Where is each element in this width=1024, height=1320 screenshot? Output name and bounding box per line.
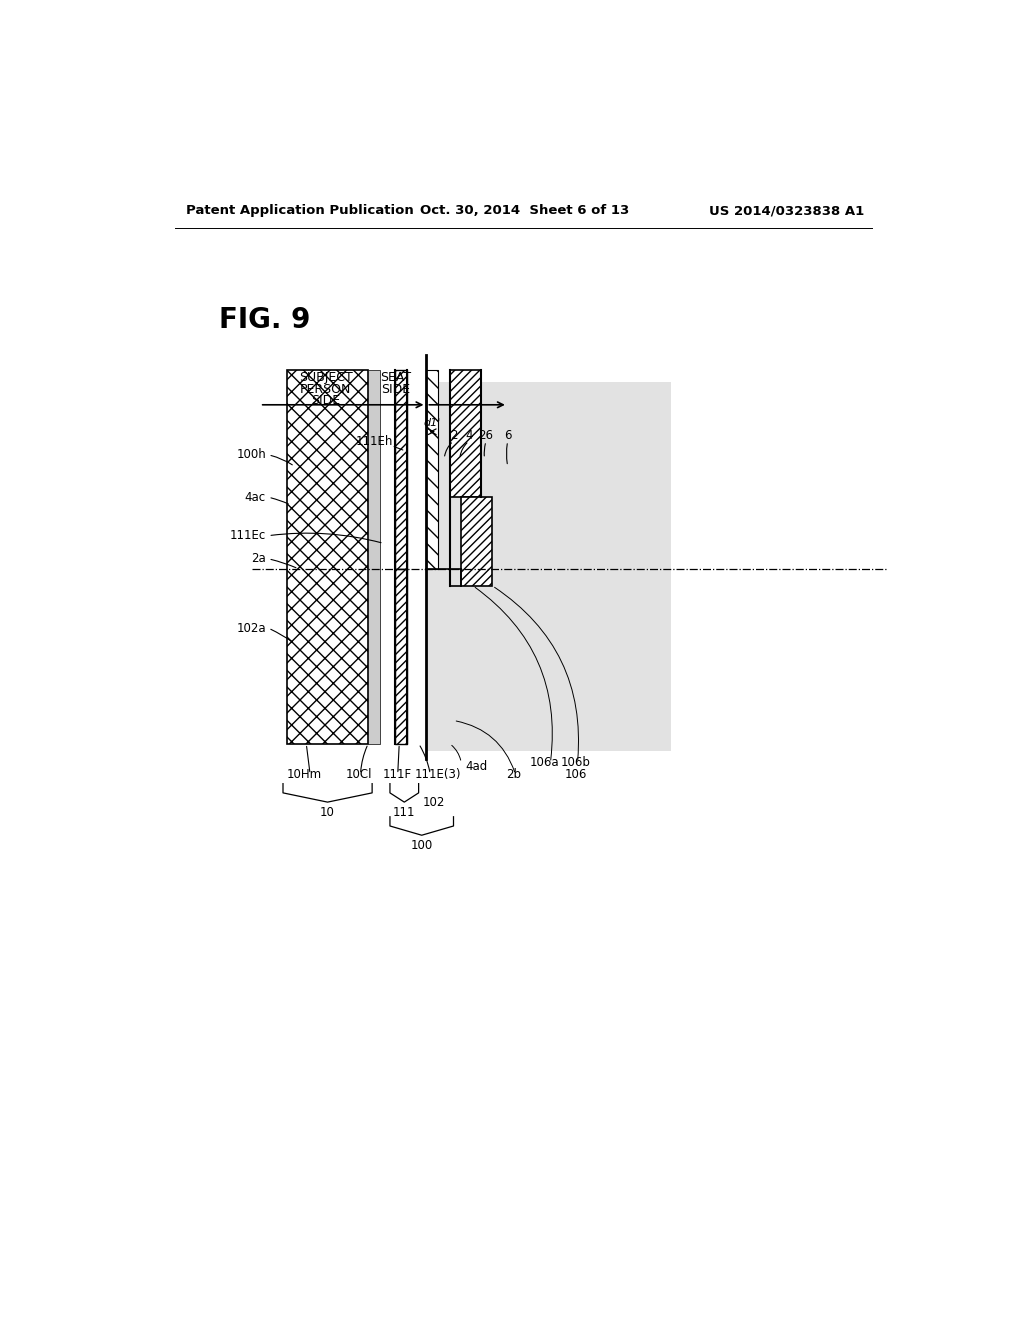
- Text: 10: 10: [321, 807, 335, 818]
- Bar: [426, 381, 671, 751]
- Text: 4ac: 4ac: [245, 491, 266, 504]
- Text: Oct. 30, 2014  Sheet 6 of 13: Oct. 30, 2014 Sheet 6 of 13: [420, 205, 630, 218]
- Text: 106a: 106a: [530, 756, 560, 770]
- Text: 10Cl: 10Cl: [346, 768, 372, 781]
- Bar: [287, 370, 369, 743]
- Text: PERSON: PERSON: [300, 383, 351, 396]
- Text: 10Hm: 10Hm: [287, 768, 323, 781]
- Bar: [395, 569, 407, 743]
- Bar: [426, 370, 438, 569]
- Text: 111F: 111F: [383, 768, 413, 781]
- Text: SIDE: SIDE: [381, 383, 410, 396]
- Text: 2: 2: [450, 429, 458, 442]
- Text: SIDE: SIDE: [311, 395, 340, 408]
- Text: 106b: 106b: [561, 756, 591, 770]
- Text: 111Ec: 111Ec: [229, 529, 266, 543]
- Bar: [395, 370, 407, 569]
- Text: FIG. 9: FIG. 9: [219, 306, 311, 334]
- Text: 2a: 2a: [251, 552, 266, 565]
- Text: 100: 100: [411, 840, 433, 853]
- Text: d1': d1': [424, 417, 441, 428]
- Text: US 2014/0323838 A1: US 2014/0323838 A1: [709, 205, 864, 218]
- Text: 106: 106: [565, 768, 587, 781]
- Text: 4ad: 4ad: [465, 760, 487, 774]
- Text: 6: 6: [504, 429, 512, 442]
- Text: 2b: 2b: [506, 768, 520, 781]
- Bar: [461, 498, 493, 586]
- Text: Patent Application Publication: Patent Application Publication: [186, 205, 414, 218]
- Bar: [369, 370, 380, 743]
- Text: 111: 111: [393, 807, 416, 818]
- Text: 102: 102: [423, 796, 445, 809]
- Text: 102a: 102a: [237, 622, 266, 635]
- Bar: [450, 370, 480, 498]
- Text: 100h: 100h: [237, 449, 266, 462]
- Text: 26: 26: [478, 429, 494, 442]
- Text: SUBJECT: SUBJECT: [299, 371, 352, 384]
- Text: 111Eh: 111Eh: [355, 436, 393, 449]
- Text: 4: 4: [465, 429, 473, 442]
- Text: SEAT: SEAT: [380, 371, 411, 384]
- Text: 111E(3): 111E(3): [415, 768, 461, 781]
- Bar: [426, 381, 671, 751]
